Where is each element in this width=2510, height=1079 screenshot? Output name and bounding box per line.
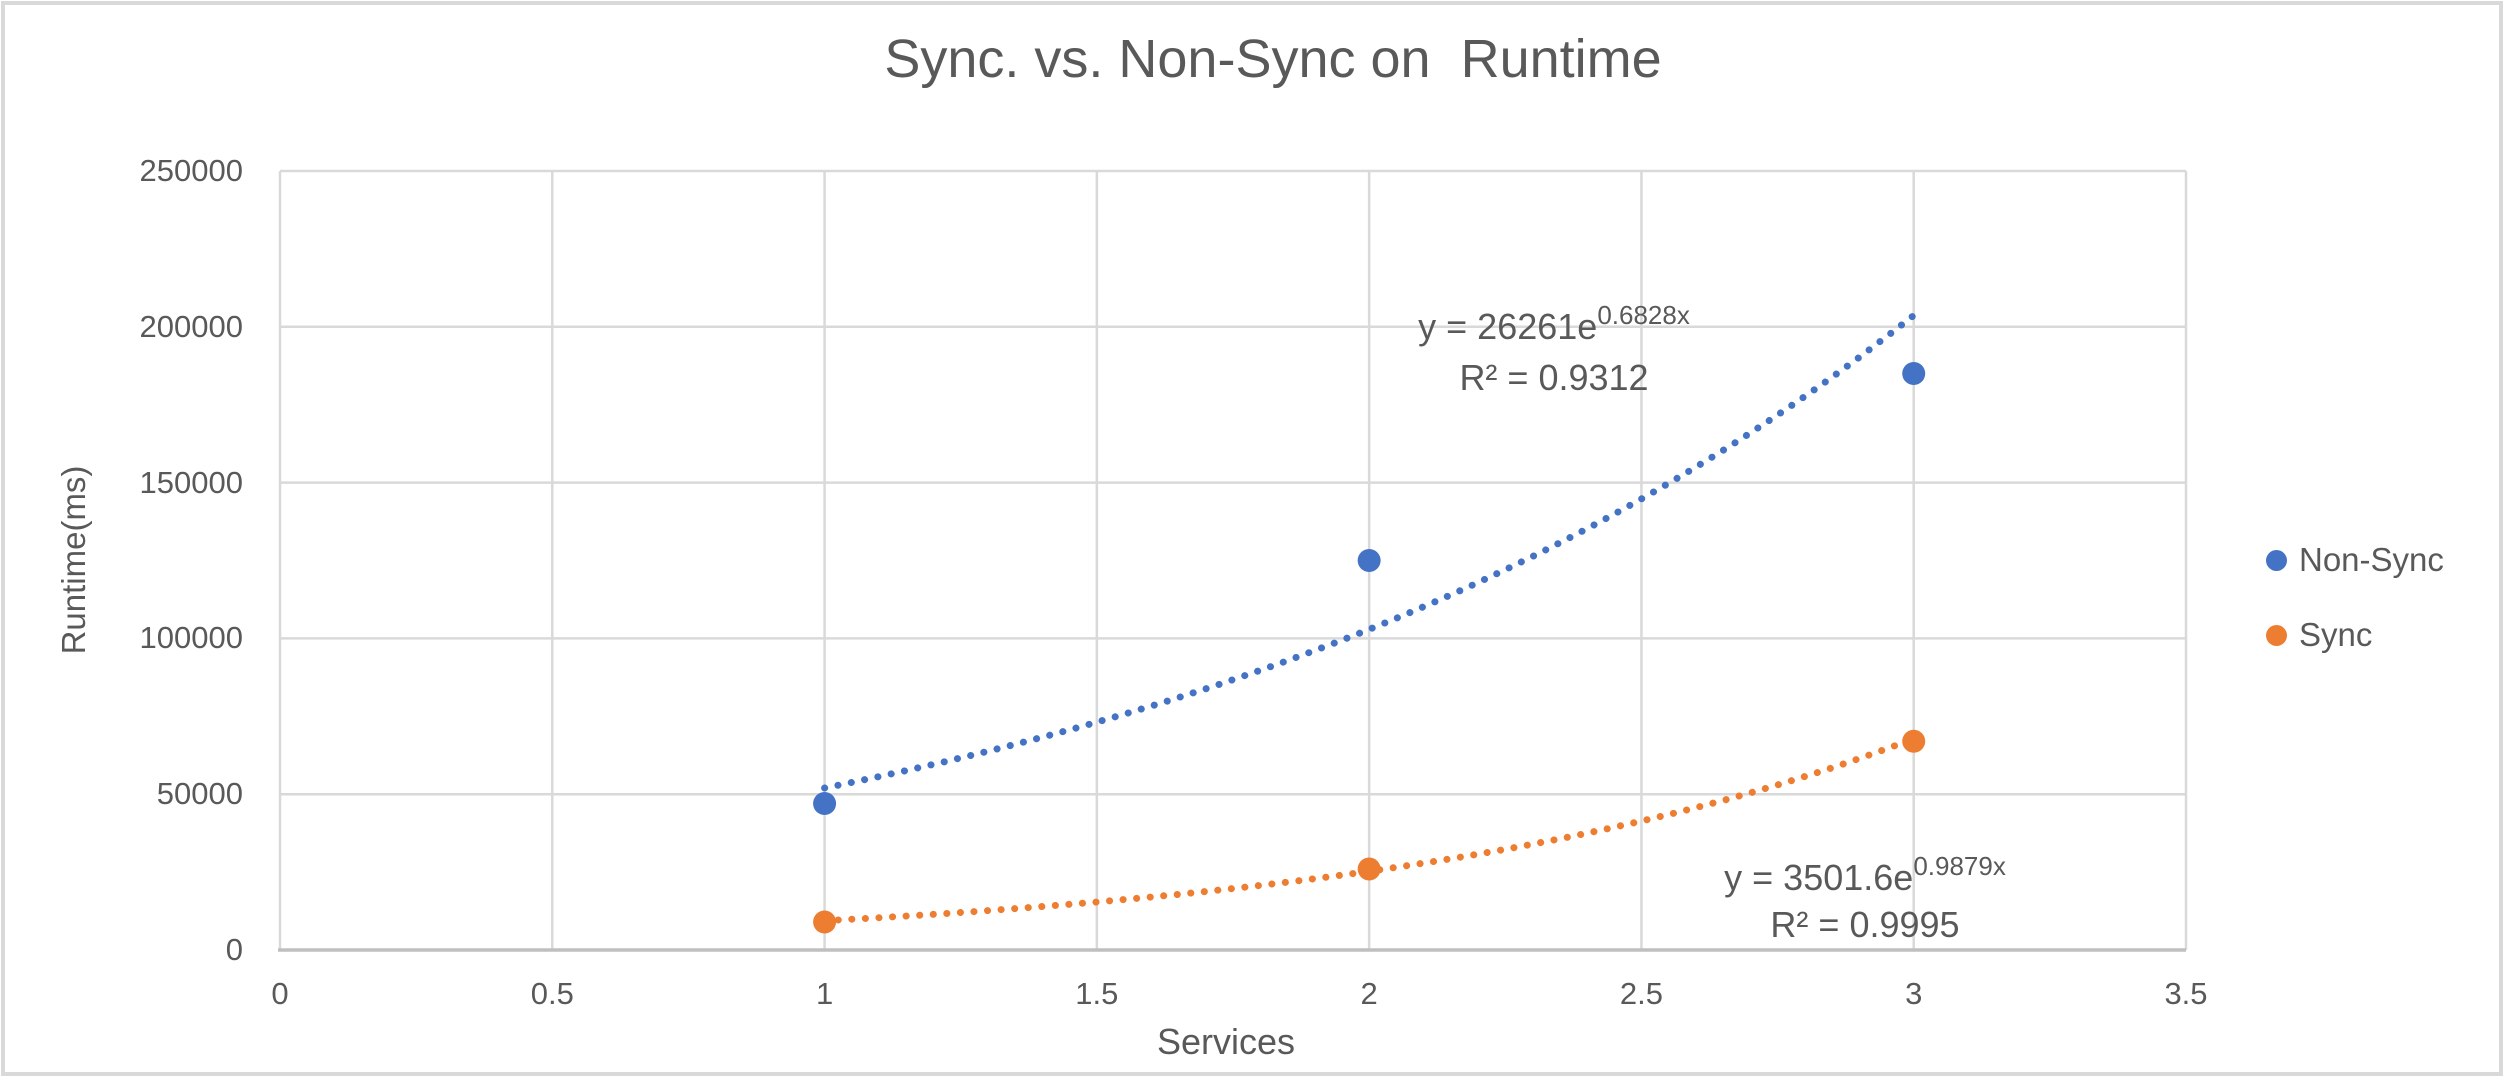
legend-marker-icon bbox=[2266, 624, 2287, 646]
nonsync-equation-exponent: 0.6828x bbox=[1597, 300, 1690, 330]
x-tick-label: 2 bbox=[1360, 976, 1378, 1011]
chart-title: Sync. vs. Non-Sync on Runtime bbox=[884, 29, 1662, 89]
y-tick-label: 0 bbox=[225, 932, 243, 967]
legend-label: Non-Sync bbox=[2299, 541, 2444, 578]
y-tick-label: 200000 bbox=[139, 308, 243, 344]
non-sync-data-point bbox=[1902, 362, 1926, 386]
legend-item-non-sync: Non-Sync bbox=[2266, 541, 2444, 579]
nonsync-r-squared-text: R² = 0.9312 bbox=[1459, 357, 1649, 398]
x-tick-label: 3 bbox=[1905, 976, 1923, 1011]
y-axis-title: Runtime(ms) bbox=[55, 465, 92, 655]
non-sync-trendline bbox=[821, 311, 1918, 792]
sync-data-point bbox=[1357, 857, 1381, 881]
y-tick-label: 250000 bbox=[139, 153, 243, 188]
sync-equation-text: y = 3501.6e0.9879x bbox=[1724, 851, 2006, 898]
sync-equation-exponent: 0.9879x bbox=[1913, 851, 2006, 881]
x-tick-label: 1 bbox=[815, 976, 834, 1011]
legend-item-sync: Sync bbox=[2266, 616, 2372, 654]
non-sync-data-point bbox=[1357, 549, 1381, 572]
y-tick-label: 150000 bbox=[139, 464, 243, 500]
y-tick-label: 50000 bbox=[156, 776, 243, 812]
sync-trendline-equation: y = 3501.6e0.9879x R² = 0.9995 bbox=[1724, 851, 2006, 948]
nonsync-trendline-equation: y = 26261e0.6828x R² = 0.9312 bbox=[1418, 301, 1690, 403]
nonsync-equation-text: y = 26261e0.6828x bbox=[1418, 300, 1690, 347]
x-axis-title: Services bbox=[1156, 1021, 1296, 1062]
non-sync-data-point bbox=[813, 792, 837, 816]
y-tick-label: 100000 bbox=[139, 620, 243, 656]
sync-data-point bbox=[1902, 729, 1926, 753]
sync-data-point bbox=[813, 910, 837, 934]
x-tick-label: 0 bbox=[271, 976, 289, 1011]
x-tick-label: 1.5 bbox=[1075, 976, 1119, 1011]
legend-label: Sync bbox=[2299, 616, 2373, 653]
x-tick-label: 3.5 bbox=[2164, 976, 2208, 1011]
legend-marker-icon bbox=[2266, 549, 2287, 571]
x-tick-label: 0.5 bbox=[530, 976, 574, 1011]
x-tick-label: 2.5 bbox=[1619, 976, 1663, 1011]
sync-r-squared-text: R² = 0.9995 bbox=[1770, 904, 1960, 945]
